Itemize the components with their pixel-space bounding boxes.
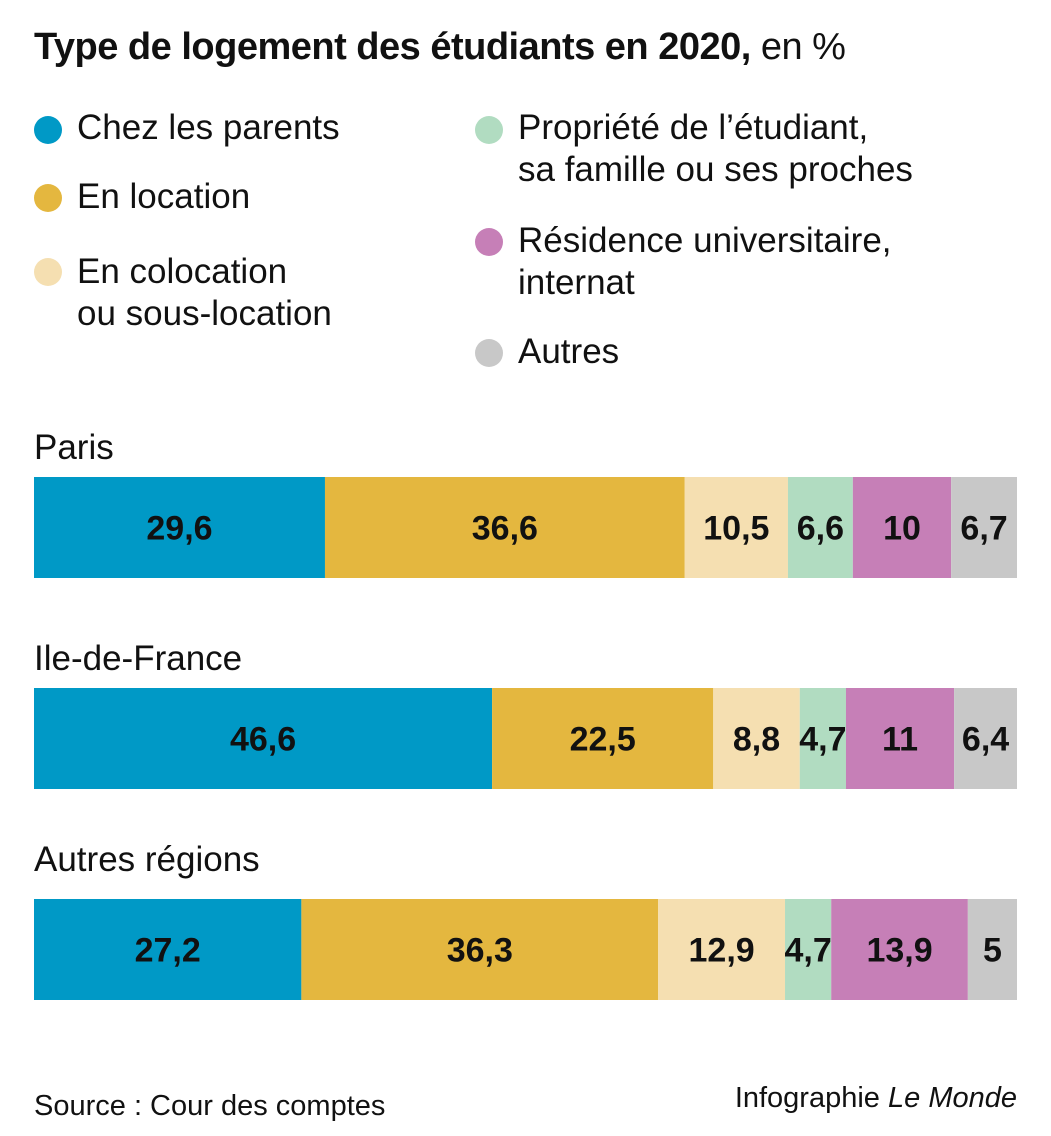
chart-title: Type de logement des étudiants en 2020, … <box>34 26 846 69</box>
bar-segment-autres-regions-parents <box>34 899 302 1000</box>
bar-segment-autres-regions-colocation <box>658 899 786 1000</box>
legend-label-parents: Chez les parents <box>77 108 340 147</box>
data-label-paris-parents: 29,6 <box>146 510 212 548</box>
bar-segment-ile-de-france-propriete <box>799 688 846 789</box>
data-label-autres-regions-autres: 5 <box>983 932 1002 970</box>
data-label-ile-de-france-propriete: 4,7 <box>799 721 846 759</box>
bar-segment-ile-de-france-colocation <box>713 688 800 789</box>
chart-title-main: Type de logement des étudiants en 2020, <box>34 26 751 68</box>
legend-dot-colocation <box>34 258 62 286</box>
data-label-autres-regions-propriete: 4,7 <box>784 932 831 970</box>
bar-segment-autres-regions-autres <box>967 899 1017 1000</box>
data-label-paris-propriete: 6,6 <box>797 510 844 548</box>
credit-prefix: Infographie <box>734 1082 880 1114</box>
data-label-ile-de-france-parents: 46,6 <box>230 721 296 759</box>
data-label-ile-de-france-location: 22,5 <box>570 721 636 759</box>
data-label-paris-residence: 10 <box>883 510 921 548</box>
legend-dot-parents <box>34 116 62 144</box>
legend-dot-residence <box>475 228 503 256</box>
bar-segment-autres-regions-propriete <box>785 899 832 1000</box>
data-label-ile-de-france-colocation: 8,8 <box>733 721 780 759</box>
legend-label-autres: Autres <box>518 332 620 371</box>
bar-segment-autres-regions-location <box>301 899 659 1000</box>
data-label-paris-location: 36,6 <box>472 510 538 548</box>
bar-segment-autres-regions-residence <box>831 899 968 1000</box>
row-label-ile-de-france: Ile-de-France <box>34 639 243 678</box>
bar-segment-paris-autres <box>951 477 1017 578</box>
data-label-autres-regions-colocation: 12,9 <box>689 932 755 970</box>
data-label-autres-regions-location: 36,3 <box>447 932 513 970</box>
legend-dot-propriete <box>475 116 503 144</box>
row-label-paris: Paris <box>34 428 114 467</box>
legend-label-residence: Résidence universitaire, internat <box>518 221 892 302</box>
data-label-paris-colocation: 10,5 <box>703 510 769 548</box>
bar-segment-ile-de-france-location <box>492 688 714 789</box>
legend-label-location: En location <box>77 177 251 216</box>
bar-segment-paris-colocation <box>684 477 788 578</box>
bar-segment-paris-propriete <box>787 477 853 578</box>
bar-segment-paris-residence <box>852 477 952 578</box>
bar-segment-ile-de-france-autres <box>954 688 1017 789</box>
data-label-ile-de-france-residence: 11 <box>882 721 918 759</box>
chart-title-unit: en % <box>760 26 846 68</box>
legend-dot-autres <box>475 339 503 367</box>
data-label-autres-regions-residence: 13,9 <box>866 932 932 970</box>
legend-label-colocation: En colocation ou sous-location <box>77 252 332 333</box>
data-label-autres-regions-parents: 27,2 <box>135 932 201 970</box>
credit-note: Infographie Le Monde <box>735 1082 1017 1115</box>
data-label-paris-autres: 6,7 <box>960 510 1007 548</box>
data-label-ile-de-france-autres: 6,4 <box>962 721 1009 759</box>
legend-label-propriete: Propriété de l’étudiant, sa famille ou s… <box>518 108 913 189</box>
bar-segment-paris-parents <box>34 477 325 578</box>
bar-segment-ile-de-france-residence <box>845 688 955 789</box>
source-note: Source : Cour des comptes <box>34 1090 386 1122</box>
row-label-autres-regions: Autres régions <box>34 840 260 879</box>
credit-brand: Le Monde <box>888 1082 1017 1114</box>
legend-dot-location <box>34 184 62 212</box>
bar-segment-ile-de-france-parents <box>34 688 493 789</box>
bar-segment-paris-location <box>324 477 685 578</box>
